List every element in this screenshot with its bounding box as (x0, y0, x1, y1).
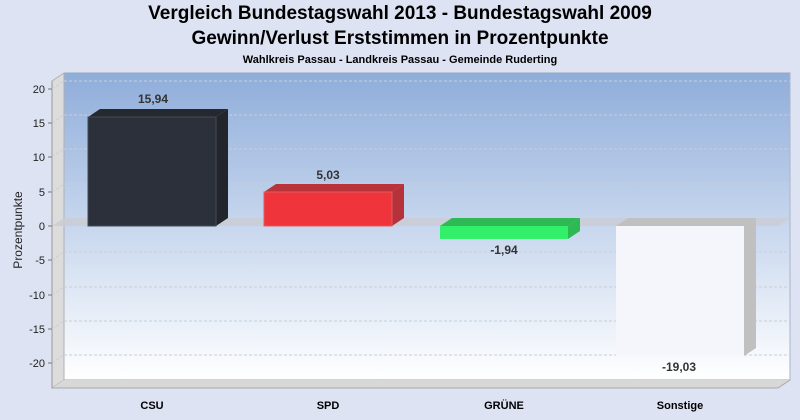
x-label-spd: SPD (317, 400, 340, 412)
y-tick: 15 (33, 118, 45, 130)
bar-csu[interactable] (87, 109, 228, 227)
y-tick: -5 (35, 255, 45, 267)
x-label-gruene: GRÜNE (484, 399, 524, 412)
bar-value-gruene: -1,94 (490, 243, 518, 257)
zero-plane (52, 218, 790, 226)
bar-value-csu: 15,94 (138, 92, 168, 106)
y-axis-label: Prozentpunkte (11, 191, 25, 269)
chart-subtitle: Wahlkreis Passau - Landkreis Passau - Ge… (242, 54, 558, 66)
x-label-sonstige: Sonstige (657, 400, 703, 412)
y-tick: 10 (33, 152, 45, 164)
x-label-csu: CSU (140, 400, 163, 412)
y-tick: 20 (33, 84, 45, 96)
chart-title-line2: Gewinn/Verlust Erststimmen in Prozentpun… (191, 28, 609, 49)
y-axis-ticks: 20 15 10 5 0 -5 -10 -15 -20 (29, 84, 45, 370)
y-tick: -15 (29, 324, 45, 336)
y-tick: 0 (39, 221, 45, 233)
x-axis-labels: CSU SPD GRÜNE Sonstige (140, 399, 703, 412)
plot-floor (52, 380, 790, 388)
chart-title-line1: Vergleich Bundestagswahl 2013 - Bundesta… (148, 3, 652, 24)
y-tick: -20 (29, 358, 45, 370)
y-tick: 5 (39, 187, 45, 199)
bar-spd[interactable] (263, 184, 404, 227)
plot-side-wall (51, 72, 65, 389)
bar-value-spd: 5,03 (316, 168, 340, 182)
y-tick: -10 (29, 290, 45, 302)
bar-gruene[interactable] (440, 218, 580, 239)
bar-sonstige[interactable] (616, 218, 756, 356)
bar-value-sonstige: -19,03 (662, 360, 696, 374)
